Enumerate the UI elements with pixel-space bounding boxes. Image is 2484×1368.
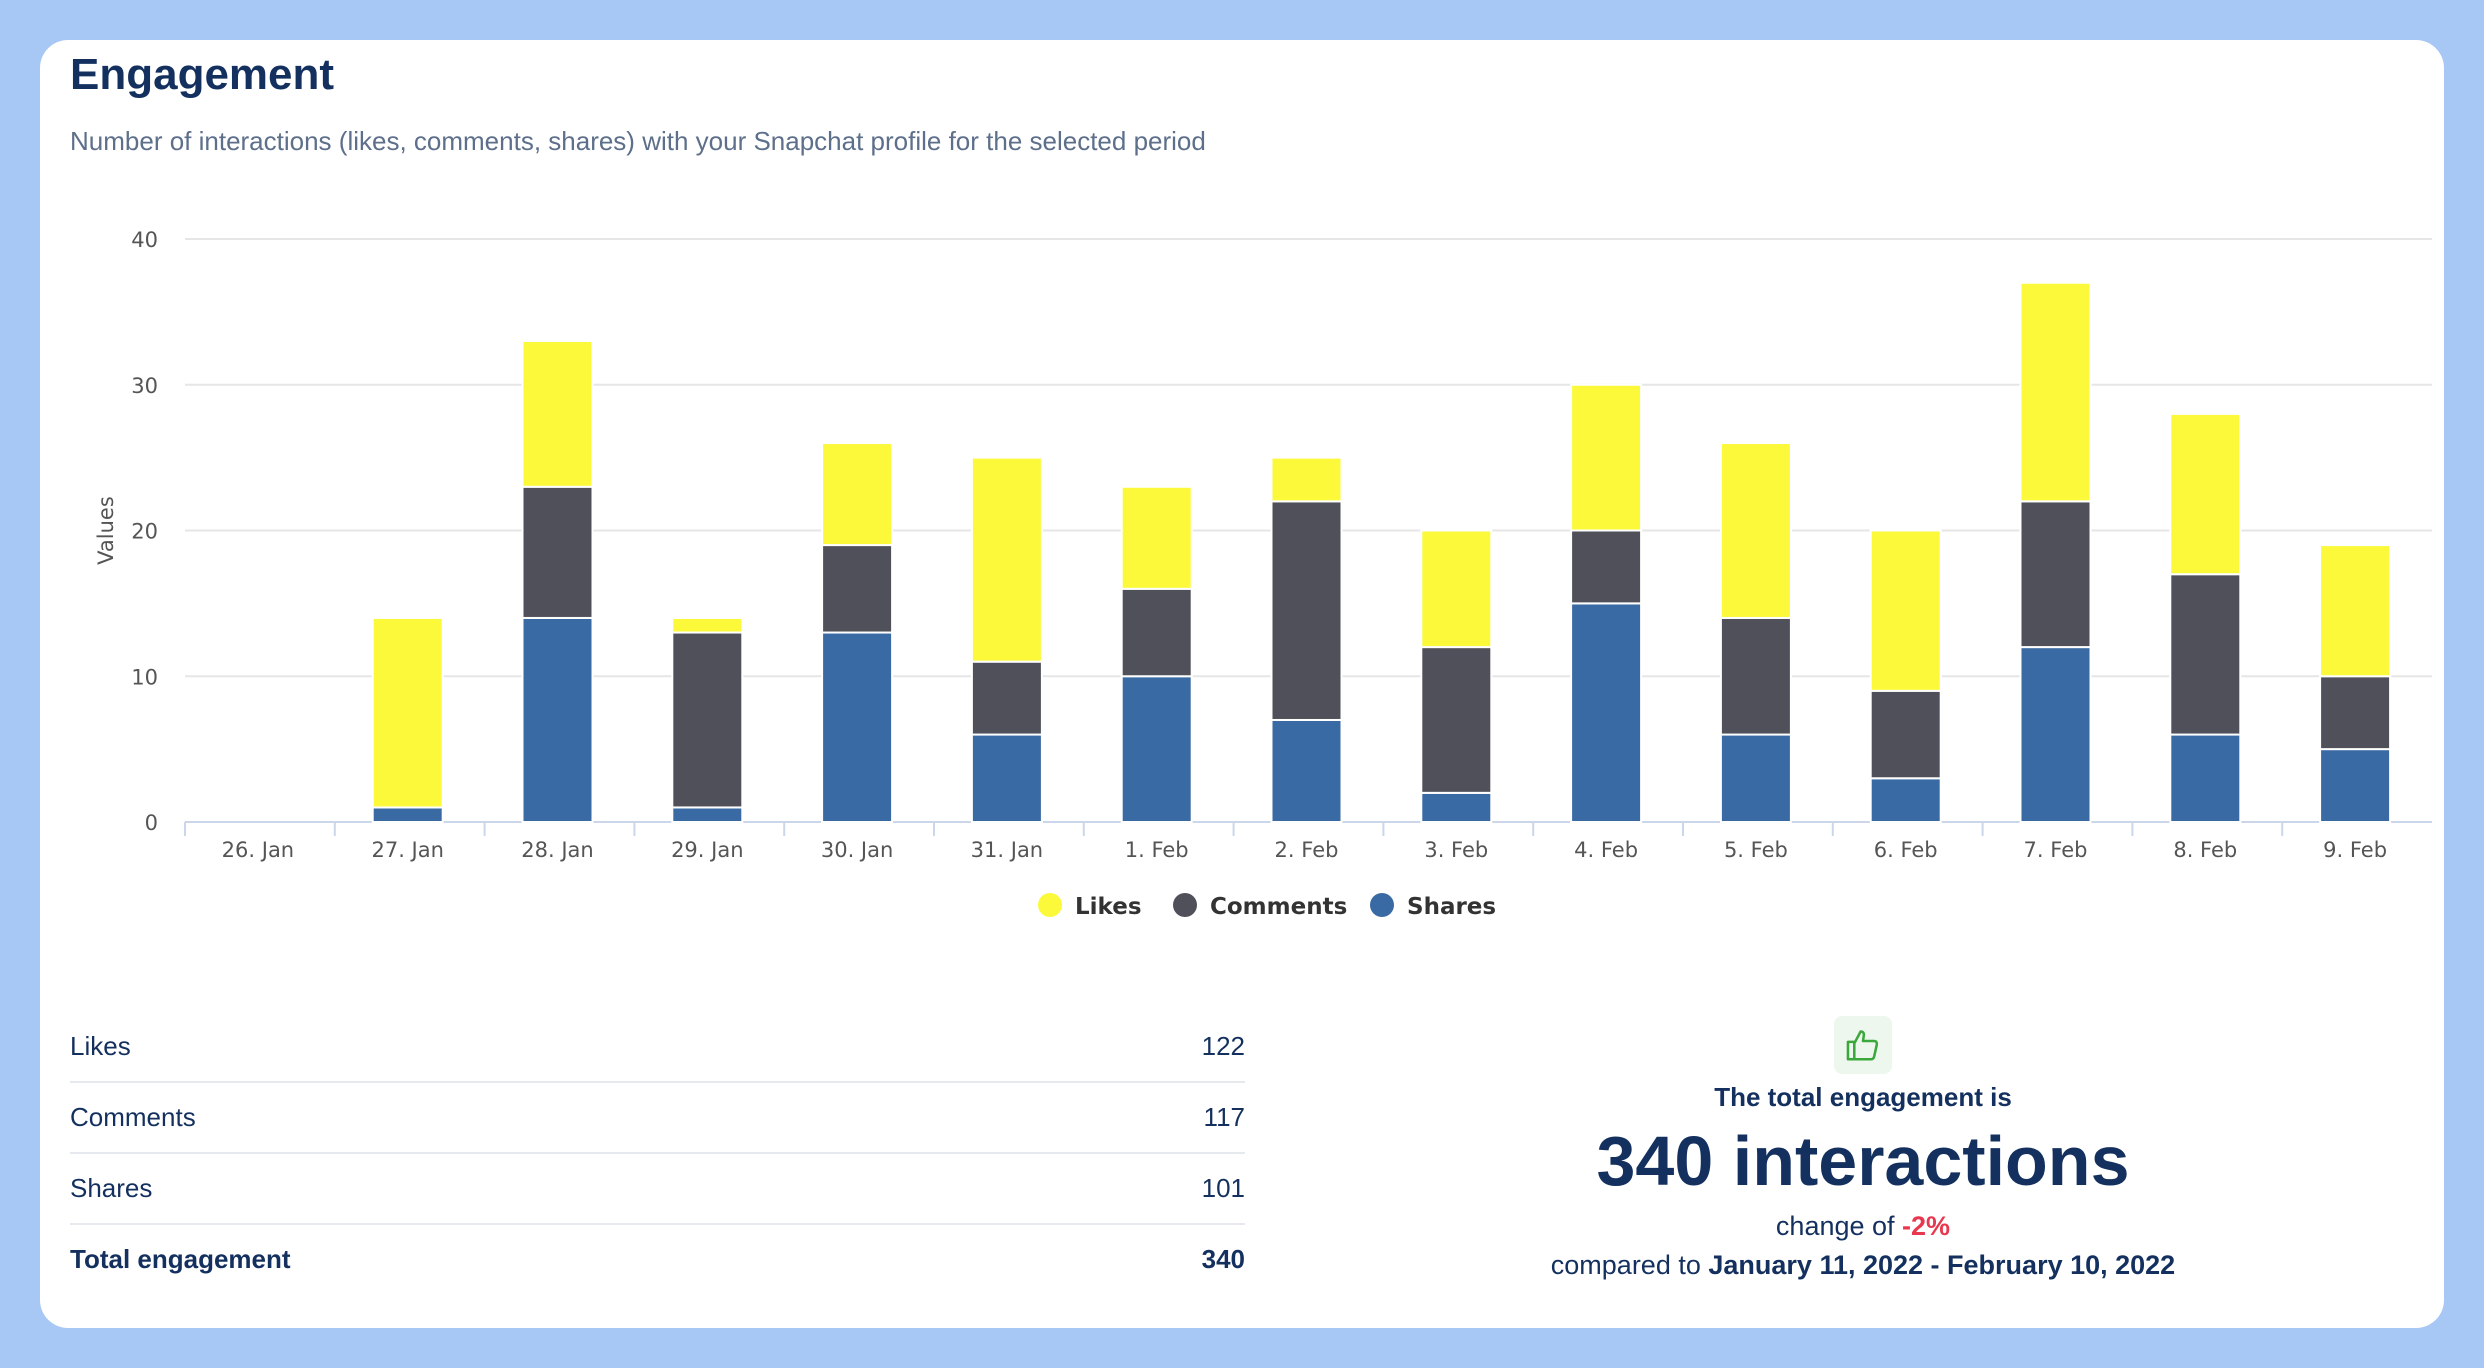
compared-prefix: compared to xyxy=(1550,1250,1701,1280)
x-tick-label: 4. Feb xyxy=(1574,838,1638,862)
y-tick-label: 0 xyxy=(145,811,158,835)
summary-compared: compared to January 11, 2022 - February … xyxy=(1400,1250,2326,1281)
bar-likes xyxy=(821,442,894,547)
bar-shares xyxy=(2169,733,2242,823)
bar-likes xyxy=(970,456,1043,663)
bar-comments xyxy=(1869,689,1942,780)
x-tick-label: 6. Feb xyxy=(1874,838,1938,862)
summary-total: 340 interactions xyxy=(1596,1122,2130,1200)
x-tick-label: 8. Feb xyxy=(2173,838,2237,862)
engagement-chart: 0 10 20 30 40 Values 26. Jan 27. Jan 28. Jan 29. … xyxy=(94,228,2432,920)
engagement-summary: The total engagement is 340 interactions… xyxy=(1400,1016,2326,1281)
legend-label-shares: Shares xyxy=(1407,894,1496,920)
bar-shares xyxy=(1270,718,1343,823)
y-tick-label: 10 xyxy=(131,665,158,689)
stats-label: Likes xyxy=(70,1031,131,1061)
stats-row-likes: Likes 122 xyxy=(70,1012,1245,1083)
bar-likes xyxy=(2169,412,2242,576)
y-tick-label: 30 xyxy=(131,374,158,398)
bar-comments xyxy=(821,544,894,634)
page-title: Engagement xyxy=(70,50,335,99)
y-tick-label: 40 xyxy=(131,228,158,252)
bar-comments xyxy=(1570,529,1643,605)
bar-likes xyxy=(1270,456,1343,503)
bar-comments xyxy=(1120,587,1193,678)
bar-likes xyxy=(521,340,594,488)
y-axis-label: Values xyxy=(94,496,118,565)
thumbs-up-icon xyxy=(1834,1016,1892,1074)
bar-comments xyxy=(2169,573,2242,736)
bar-comments xyxy=(2019,500,2092,649)
page-subtitle: Number of interactions (likes, comments,… xyxy=(70,126,1206,156)
bar-shares xyxy=(1869,777,1942,824)
x-tick-label: 28. Jan xyxy=(521,838,593,862)
x-tick-label: 2. Feb xyxy=(1275,838,1339,862)
bar-shares xyxy=(2019,646,2092,823)
x-tick-label: 7. Feb xyxy=(2024,838,2088,862)
bar-likes xyxy=(1120,485,1193,590)
x-tick-label: 9. Feb xyxy=(2323,838,2387,862)
bar-likes xyxy=(371,616,444,809)
legend-marker-likes xyxy=(1038,893,1062,917)
legend-marker-shares xyxy=(1370,893,1394,917)
bar-comments xyxy=(2319,675,2392,751)
x-tick-label: 26. Jan xyxy=(222,838,294,862)
bar-shares xyxy=(1120,675,1193,823)
bar-likes xyxy=(1570,383,1643,532)
legend-label-likes: Likes xyxy=(1075,894,1142,920)
bar-likes xyxy=(1719,442,1792,619)
bar-likes xyxy=(1869,529,1942,692)
bar-shares xyxy=(2319,748,2392,823)
bar-comments xyxy=(521,485,594,619)
stats-value: 117 xyxy=(1203,1102,1245,1132)
stats-row-comments: Comments 117 xyxy=(70,1083,1245,1154)
bar-likes xyxy=(1420,529,1493,649)
x-tick-label: 27. Jan xyxy=(371,838,443,862)
bar-likes xyxy=(671,616,744,634)
bar-comments xyxy=(671,631,744,809)
change-prefix: change of xyxy=(1775,1211,1895,1241)
stats-label: Total engagement xyxy=(70,1244,291,1274)
legend-marker-comments xyxy=(1173,893,1197,917)
bar-shares xyxy=(1719,733,1792,823)
bar-comments xyxy=(1270,500,1343,721)
stats-row-total: Total engagement 340 xyxy=(70,1225,1245,1294)
x-tick-label: 30. Jan xyxy=(821,838,893,862)
bar-shares xyxy=(1420,791,1493,823)
y-tick-label: 20 xyxy=(131,520,158,544)
bar-shares xyxy=(1570,602,1643,823)
bar-likes xyxy=(2019,281,2092,503)
bar-comments xyxy=(1719,616,1792,736)
stats-table: Likes 122 Comments 117 Shares 101 Total eng… xyxy=(70,1012,1245,1294)
stats-label: Shares xyxy=(70,1173,153,1203)
stats-value: 340 xyxy=(1201,1244,1245,1274)
x-tick-label: 3. Feb xyxy=(1424,838,1488,862)
bar-shares xyxy=(371,806,444,823)
summary-lead: The total engagement is xyxy=(1714,1082,2012,1112)
bar-shares xyxy=(970,733,1043,823)
bar-likes xyxy=(2319,544,2392,678)
x-tick-label: 5. Feb xyxy=(1724,838,1788,862)
compared-range: January 11, 2022 - February 10, 2022 xyxy=(1708,1250,2176,1280)
change-value: -2% xyxy=(1902,1211,1951,1241)
stats-value: 101 xyxy=(1201,1173,1245,1203)
summary-change: change of -2% xyxy=(1400,1211,2326,1242)
legend-label-comments: Comments xyxy=(1210,894,1347,920)
bar-shares xyxy=(521,616,594,824)
bar-shares xyxy=(671,806,744,823)
bar-comments xyxy=(970,660,1043,736)
stats-label: Comments xyxy=(70,1102,196,1132)
bar-comments xyxy=(1420,646,1493,794)
stats-row-shares: Shares 101 xyxy=(70,1154,1245,1225)
stats-value: 122 xyxy=(1201,1031,1245,1061)
x-tick-label: 1. Feb xyxy=(1125,838,1189,862)
bar-shares xyxy=(821,631,894,824)
x-tick-label: 31. Jan xyxy=(971,838,1043,862)
x-tick-label: 29. Jan xyxy=(671,838,743,862)
